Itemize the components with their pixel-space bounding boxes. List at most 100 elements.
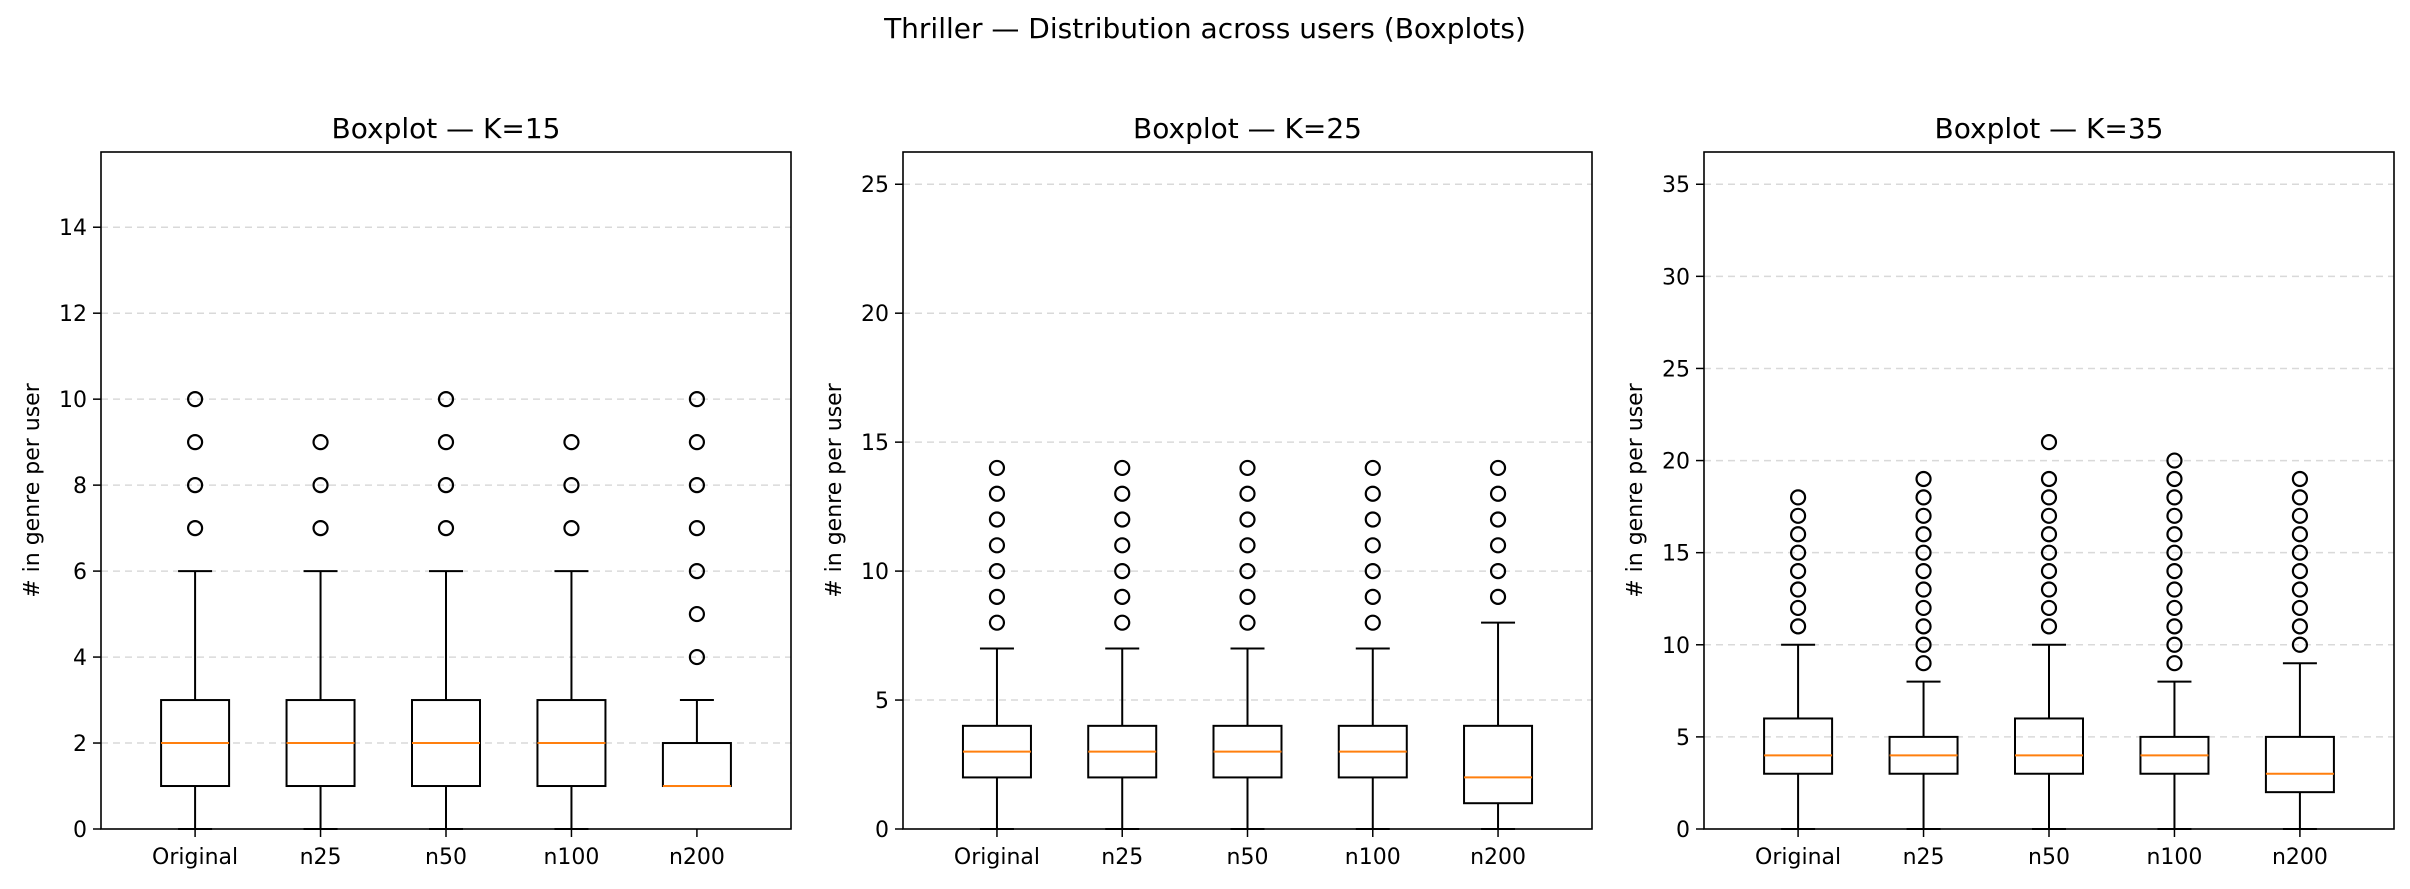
- y-tick-label: 5: [1676, 726, 1690, 751]
- x-tick-label: n50: [2028, 845, 2070, 870]
- flier-point: [563, 434, 580, 451]
- flier-point: [2166, 507, 2183, 524]
- box-n200: [1463, 459, 1534, 830]
- flier-point: [2291, 562, 2309, 580]
- flier-point: [1789, 562, 1807, 580]
- flier-point: [437, 391, 455, 408]
- flier-point: [1239, 485, 1256, 502]
- box-body: [1763, 717, 1834, 775]
- box-Original: [1763, 489, 1834, 830]
- flier-point: [312, 520, 329, 537]
- y-tick-label: 15: [861, 431, 889, 456]
- x-tick-label: n200: [1470, 845, 1526, 870]
- flier-point: [437, 434, 455, 451]
- y-tick-label: 10: [1662, 634, 1690, 659]
- flier-point: [2291, 599, 2309, 617]
- flier-point: [1915, 562, 1932, 580]
- flier-point: [688, 477, 706, 494]
- axes-frame: [902, 151, 1593, 830]
- flier-point: [1239, 537, 1256, 554]
- box-n100: [2139, 452, 2210, 830]
- y-tick-label: 15: [1662, 542, 1690, 567]
- flier-point: [2166, 655, 2183, 672]
- flier-point: [1364, 614, 1381, 631]
- flier-point: [2166, 470, 2183, 488]
- panel-title: Boxplot — K=25: [1133, 112, 1362, 145]
- flier-point: [186, 434, 204, 451]
- x-tick-label: Original: [152, 845, 238, 870]
- flier-point: [2166, 452, 2183, 469]
- y-tick-label: 12: [59, 302, 87, 327]
- flier-point: [988, 459, 1006, 477]
- box-body: [661, 742, 732, 788]
- flier-point: [1915, 581, 1932, 598]
- box-n25: [1888, 470, 1959, 830]
- flier-point: [1364, 562, 1381, 580]
- flier-point: [1915, 507, 1932, 524]
- y-tick-label: 0: [1676, 818, 1690, 843]
- flier-point: [2166, 581, 2183, 598]
- axes-frame: [1703, 151, 2395, 830]
- flier-point: [1489, 537, 1507, 554]
- x-tick-label: n100: [543, 845, 599, 870]
- flier-point: [2291, 489, 2309, 506]
- box-body: [1463, 724, 1534, 805]
- flier-point: [1789, 618, 1807, 635]
- flier-point: [988, 537, 1006, 554]
- y-axis-label: # in genre per user: [822, 382, 847, 597]
- flier-point: [2291, 544, 2309, 561]
- flier-point: [688, 520, 706, 537]
- flier-point: [186, 520, 204, 537]
- boxplot-panel-3: 0 5 10 15 20 25 30 35 Original n25 n50 n100 n200 Boxp…: [1623, 112, 2395, 870]
- y-tick-label: 14: [59, 216, 87, 241]
- boxplot-panel-1: 0 2 4 6 8 10 12 14 Original n25 n50 n100 n200 Boxplot…: [20, 112, 792, 870]
- flier-point: [2166, 544, 2183, 561]
- x-tick-label: n200: [669, 845, 725, 870]
- flier-point: [988, 588, 1006, 605]
- y-tick-label: 10: [861, 560, 889, 585]
- y-axis-label: # in genre per user: [1623, 382, 1648, 597]
- flier-point: [2166, 636, 2183, 653]
- y-tick-label: 35: [1662, 173, 1690, 198]
- box-n50: [411, 391, 481, 830]
- flier-point: [2166, 526, 2183, 543]
- panel-title: Boxplot — K=35: [1935, 112, 2164, 145]
- flier-point: [1489, 562, 1507, 580]
- flier-point: [1915, 489, 1932, 506]
- flier-point: [1789, 489, 1807, 506]
- flier-point: [1364, 459, 1381, 477]
- box-Original: [961, 459, 1032, 830]
- box-body: [2264, 735, 2335, 794]
- flier-point: [186, 391, 204, 408]
- flier-point: [312, 477, 329, 494]
- x-tick-label: n200: [2272, 845, 2328, 870]
- flier-point: [1114, 537, 1131, 554]
- flier-point: [688, 648, 706, 666]
- flier-point: [1489, 485, 1507, 502]
- flier-point: [437, 477, 455, 494]
- flier-point: [2291, 618, 2309, 635]
- panel-title: Boxplot — K=15: [332, 112, 561, 145]
- box-Original: [160, 391, 231, 830]
- flier-point: [1364, 588, 1381, 605]
- flier-point: [1915, 544, 1932, 561]
- flier-point: [2166, 618, 2183, 635]
- y-tick-label: 5: [875, 689, 889, 714]
- y-tick-label: 20: [861, 302, 889, 327]
- flier-point: [437, 520, 455, 537]
- flier-point: [1489, 459, 1507, 477]
- box-n200: [661, 391, 732, 788]
- flier-point: [1915, 470, 1932, 488]
- flier-point: [2291, 636, 2309, 653]
- box-n100: [1337, 459, 1408, 830]
- box-n100: [536, 434, 607, 830]
- flier-point: [1114, 562, 1131, 580]
- box-body: [2014, 717, 2084, 775]
- flier-point: [2040, 562, 2058, 580]
- flier-point: [1915, 526, 1932, 543]
- flier-point: [1114, 588, 1131, 605]
- x-tick-label: Original: [954, 845, 1040, 870]
- x-tick-label: n100: [1345, 845, 1401, 870]
